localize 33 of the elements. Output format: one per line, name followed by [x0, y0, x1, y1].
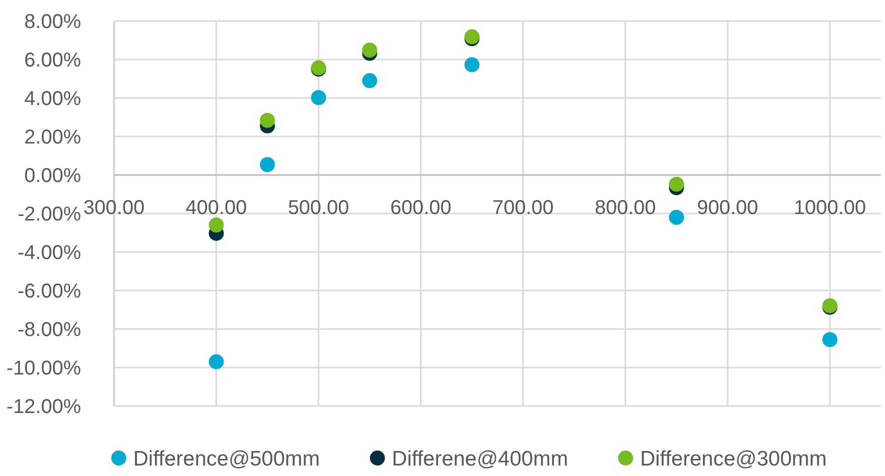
y-tick-label: 0.00% — [24, 165, 82, 187]
y-tick-label: -8.00% — [18, 319, 82, 341]
point — [464, 57, 480, 72]
x-tick-label: 800.00 — [594, 197, 656, 219]
legend-label: Difference@500mm — [133, 447, 320, 470]
point — [260, 157, 275, 172]
x-tick-label: 400.00 — [186, 197, 247, 219]
y-tick-label: 2.00% — [24, 126, 82, 148]
x-tick-label: 500.00 — [288, 197, 350, 219]
y-tick-label: 8.00% — [24, 11, 82, 33]
point — [208, 218, 224, 233]
point — [208, 354, 224, 370]
y-tick-label: -10.00% — [6, 358, 82, 380]
y-tick-label: -4.00% — [18, 242, 82, 264]
x-tick-label: 1000.00 — [794, 197, 866, 219]
y-tick-label: -6.00% — [18, 280, 82, 302]
point — [362, 42, 378, 58]
y-tick-label: -2.00% — [18, 204, 82, 226]
point — [668, 176, 684, 192]
point — [311, 90, 326, 106]
y-tick-label: 4.00% — [24, 88, 82, 110]
point — [822, 332, 838, 348]
point — [362, 73, 378, 88]
x-tick-label: 700.00 — [492, 197, 554, 219]
x-tick-label: 300.00 — [83, 197, 145, 219]
x-tick-label: 600.00 — [390, 197, 452, 219]
x-tick-label: 900.00 — [697, 197, 758, 219]
point — [668, 210, 684, 225]
point — [260, 112, 275, 128]
y-tick-label: -12.00% — [6, 396, 82, 418]
legend-label: Differene@400mm — [392, 447, 568, 470]
y-tick-label: 6.00% — [24, 50, 82, 72]
legend-label: Difference@300mm — [640, 447, 827, 470]
